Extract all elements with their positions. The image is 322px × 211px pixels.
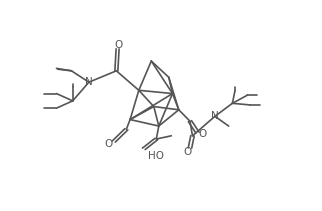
- Text: O: O: [183, 147, 192, 157]
- Text: HO: HO: [148, 151, 164, 161]
- Text: N: N: [85, 77, 93, 87]
- Text: O: O: [104, 139, 112, 149]
- Text: O: O: [199, 129, 207, 139]
- Text: O: O: [115, 40, 123, 50]
- Text: N: N: [211, 111, 219, 121]
